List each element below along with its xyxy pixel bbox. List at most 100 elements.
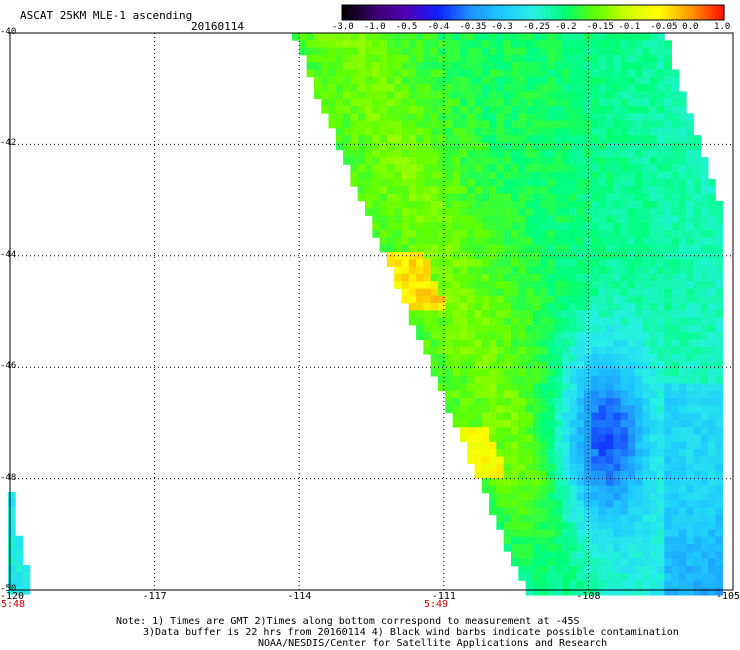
swath-cell: [372, 193, 380, 202]
swath-cell: [496, 54, 505, 63]
swath-cell: [605, 361, 614, 370]
swath-cell: [613, 179, 621, 187]
swath-cell: [613, 398, 621, 406]
swath-cell: [664, 514, 672, 523]
swath-cell: [584, 390, 592, 399]
swath-cell: [613, 339, 621, 348]
plot-frame: [9, 32, 734, 591]
swath-cell: [642, 412, 651, 421]
swath-cell: [481, 54, 490, 63]
swath-cell: [642, 149, 651, 158]
swath-cell: [613, 193, 621, 202]
swath-cell: [591, 208, 599, 216]
swath-cell: [715, 259, 724, 267]
swath-cell: [649, 222, 658, 231]
swath-cell: [518, 273, 526, 282]
swath-cell: [445, 354, 453, 362]
swath-cell: [452, 193, 461, 202]
swath-cell: [343, 40, 351, 48]
swath-cell: [474, 398, 483, 406]
swath-cell: [445, 179, 453, 187]
swath-cell: [576, 120, 585, 129]
swath-cell: [605, 33, 614, 41]
swath-cell: [511, 514, 519, 523]
swath-cell: [576, 76, 585, 85]
swath-cell: [547, 376, 556, 384]
swath-cell: [693, 288, 702, 297]
swath-cell: [620, 398, 629, 406]
swath-cell: [459, 69, 468, 78]
swath-cell: [532, 463, 541, 472]
swath-cell: [372, 84, 380, 92]
swath-cell: [649, 193, 658, 202]
swath-cell: [438, 310, 446, 319]
swath-cell: [496, 69, 505, 78]
swath-cell: [394, 171, 402, 180]
swath-cell: [496, 40, 505, 48]
swath-cell: [708, 449, 716, 457]
swath-cell: [613, 84, 621, 92]
swath-cell: [379, 186, 388, 194]
swath-cell: [438, 171, 446, 180]
swath-cell: [540, 405, 548, 413]
swath-cell: [569, 456, 578, 465]
swath-cell: [678, 456, 687, 465]
swath-cell: [408, 54, 417, 63]
swath-cell: [569, 419, 578, 428]
swath-cell: [445, 295, 453, 304]
swath-cell: [518, 558, 526, 567]
swath-cell: [481, 463, 490, 472]
swath-cell: [496, 266, 505, 275]
swath-cell: [474, 390, 483, 399]
swath-cell: [569, 222, 578, 231]
swath-cell: [591, 62, 599, 70]
swath-cell: [627, 463, 636, 472]
swath-cell: [708, 339, 716, 348]
swath-cell: [693, 434, 702, 443]
swath-cell: [576, 288, 585, 297]
swath-cell: [445, 76, 453, 85]
swath-cell: [343, 106, 351, 114]
swath-cell: [321, 62, 329, 70]
swath-cell: [671, 186, 680, 194]
swath-cell: [635, 69, 643, 78]
swath-cell: [562, 529, 570, 538]
swath-cell: [313, 33, 322, 41]
swath-cell: [452, 390, 461, 399]
swath-cell: [642, 127, 651, 136]
swath-cell: [708, 208, 716, 216]
swath-cell: [525, 33, 534, 41]
swath-cell: [525, 98, 534, 107]
swath-cell: [657, 98, 665, 107]
colorbar-swatch: [715, 5, 719, 20]
swath-cell: [649, 485, 658, 494]
swath-cell: [664, 54, 672, 63]
colorbar-swatch: [709, 5, 713, 20]
swath-cell: [445, 339, 453, 348]
swath-cell: [321, 54, 329, 63]
swath-cell: [576, 281, 585, 289]
swath-cell: [525, 230, 534, 238]
swath-cell: [547, 281, 556, 289]
swath-cell: [365, 164, 373, 173]
swath-cell: [518, 164, 526, 173]
swath-cell: [518, 361, 526, 370]
swath-cell: [642, 288, 651, 297]
swath-cell: [715, 536, 724, 545]
swath-cell: [605, 500, 614, 508]
swath-cell: [598, 361, 607, 370]
swath-cell: [598, 91, 607, 100]
swath-cell: [569, 449, 578, 457]
swath-cell: [445, 135, 453, 143]
swath-cell: [576, 208, 585, 216]
swath-cell: [467, 113, 475, 121]
swath-cell: [620, 456, 629, 465]
swath-cell: [445, 200, 453, 209]
swath-cell: [445, 273, 453, 282]
swath-cell: [474, 383, 483, 392]
swath-cell: [313, 62, 322, 70]
swath-cell: [584, 551, 592, 559]
swath-cell: [540, 47, 548, 56]
swath-cell: [532, 47, 541, 56]
swath-cell: [562, 54, 570, 63]
